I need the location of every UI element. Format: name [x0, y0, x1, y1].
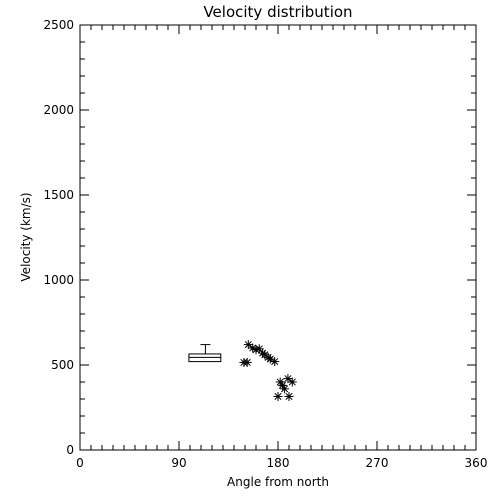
y-tick-label: 2500 [43, 18, 74, 32]
data-point [273, 391, 283, 401]
x-axis-tick-labels: 0 90 180 270 360 [76, 456, 487, 470]
y-axis-label: Velocity (km/s) [19, 192, 33, 281]
scatter-points [239, 340, 297, 401]
x-tick-label: 90 [171, 456, 186, 470]
x-tick-label: 0 [76, 456, 84, 470]
plot-frame [79, 24, 477, 451]
data-point [280, 384, 290, 394]
x-tick-label: 360 [465, 456, 488, 470]
y-tick-label: 500 [51, 358, 74, 372]
boxplot [188, 344, 222, 363]
y-tick-label: 1000 [43, 273, 74, 287]
y-axis-ticks [80, 24, 476, 451]
y-tick-label: 1500 [43, 188, 74, 202]
x-axis-ticks [79, 25, 477, 450]
data-point [284, 391, 294, 401]
x-tick-label: 180 [267, 456, 290, 470]
x-tick-label: 270 [366, 456, 389, 470]
y-tick-label: 2000 [43, 103, 74, 117]
x-axis-label: Angle from north [227, 475, 329, 489]
data-point [242, 357, 252, 367]
data-point [270, 357, 280, 367]
y-axis-tick-labels: 0 500 1000 1500 2000 2500 [43, 18, 74, 457]
chart-title: Velocity distribution [203, 3, 352, 21]
y-tick-label: 0 [66, 443, 74, 457]
data-point [287, 377, 297, 387]
